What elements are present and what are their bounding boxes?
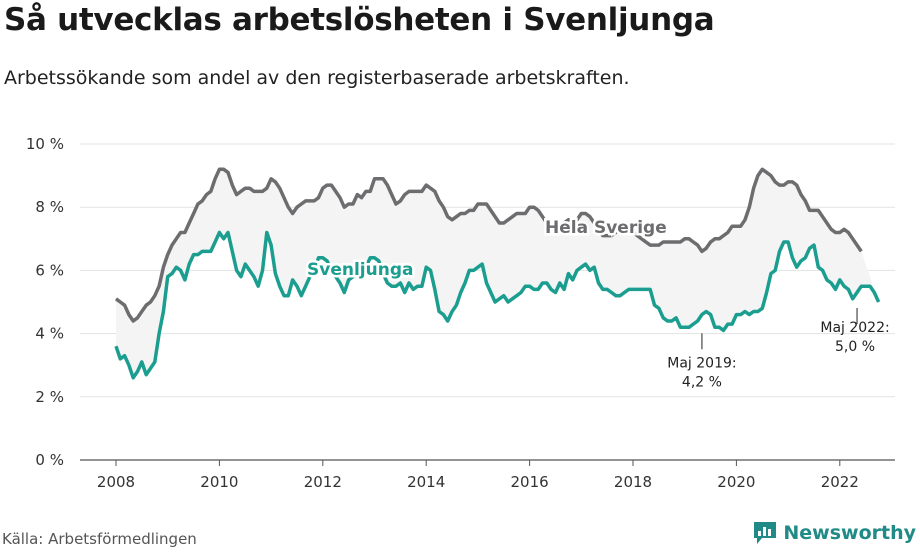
- annotation-maj-2019-label: Maj 2019:: [667, 355, 736, 371]
- chart-title: Så utvecklas arbetslösheten i Svenljunga: [4, 2, 715, 38]
- x-tick-label: 2012: [304, 473, 342, 491]
- series-label-svenljunga: Svenljunga: [307, 260, 413, 280]
- x-tick-label: 2022: [821, 473, 859, 491]
- x-tick-label: 2010: [200, 473, 238, 491]
- series-line-svenljunga: [114, 230, 881, 380]
- x-tick-label: 2016: [511, 473, 549, 491]
- source-note: Källa: Arbetsförmedlingen: [2, 530, 197, 548]
- annotation-maj-2022-value: 5,0 %: [835, 339, 875, 355]
- annotations: Maj 2019: 4,2 % Maj 2022: 5,0 %: [667, 308, 890, 390]
- y-tick-label: 10 %: [26, 135, 64, 153]
- x-tick-label: 2018: [614, 473, 652, 491]
- series-labels: Hela Sverige Svenljunga: [305, 216, 670, 283]
- x-axis: 2008 2010 2012 2014 2016 2018 2020 2022: [97, 460, 859, 491]
- brand-logo: Newsworthy: [753, 520, 916, 546]
- x-tick-label: 2008: [97, 473, 135, 491]
- x-tick-label: 2020: [717, 473, 755, 491]
- y-tick-label: 8 %: [35, 198, 64, 216]
- difference-band: [116, 169, 879, 378]
- y-tick-label: 6 %: [35, 261, 64, 279]
- annotation-maj-2022-label: Maj 2022:: [820, 320, 889, 336]
- series-label-hela-sverige: Hela Sverige: [545, 218, 667, 238]
- annotation-maj-2019-value: 4,2 %: [682, 374, 722, 390]
- y-tick-label: 0 %: [35, 451, 64, 469]
- brand-name: Newsworthy: [783, 522, 916, 544]
- y-axis: 0 % 2 % 4 % 6 % 8 % 10 %: [26, 135, 64, 469]
- y-tick-label: 2 %: [35, 388, 64, 406]
- series-line-hela-sverige: [114, 167, 863, 323]
- x-tick-label: 2014: [407, 473, 445, 491]
- y-tick-label: 4 %: [35, 325, 64, 343]
- newsworthy-logo-icon: [754, 522, 777, 544]
- chart-subtitle: Arbetssökande som andel av den registerb…: [4, 67, 630, 89]
